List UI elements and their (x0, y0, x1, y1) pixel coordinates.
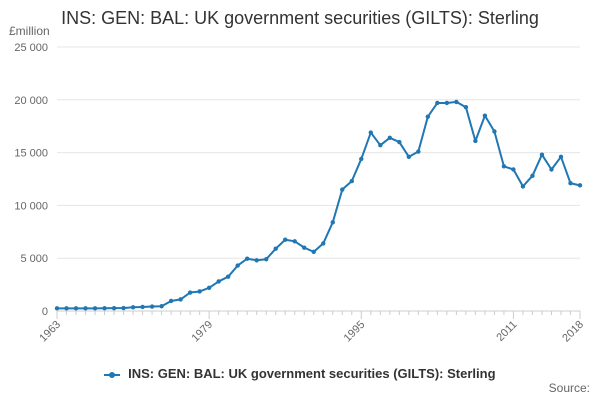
data-point[interactable] (102, 306, 107, 311)
data-point[interactable] (473, 138, 478, 144)
data-point[interactable] (454, 99, 459, 105)
y-tick-label: 5 000 (20, 253, 48, 265)
x-tick-label: 2011 (494, 319, 519, 344)
legend[interactable]: INS: GEN: BAL: UK government securities … (0, 366, 600, 381)
data-point[interactable] (311, 249, 316, 255)
y-tick-label: 0 (42, 306, 48, 318)
data-point[interactable] (378, 143, 383, 148)
x-tick-label: 1995 (342, 319, 368, 345)
data-point[interactable] (435, 100, 440, 106)
data-point[interactable] (54, 306, 60, 311)
grid-lines (57, 46, 580, 259)
data-point[interactable] (577, 183, 583, 188)
data-point[interactable] (149, 304, 155, 309)
x-tick-label: 1963 (37, 319, 63, 345)
data-point[interactable] (264, 257, 269, 262)
data-point[interactable] (273, 246, 278, 251)
data-point[interactable] (520, 184, 526, 189)
data-point[interactable] (168, 298, 174, 304)
data-point[interactable] (539, 152, 545, 157)
source-label: Source: (548, 381, 590, 395)
tick-labels: 0 5 000 10 000 15 000 20 000 25 000 1963 1979 19… (14, 42, 586, 344)
data-point[interactable] (83, 306, 88, 311)
series-layer (54, 99, 583, 311)
data-point[interactable] (568, 181, 573, 186)
data-point[interactable] (340, 187, 345, 192)
legend-label: INS: GEN: BAL: UK government securities … (128, 366, 496, 381)
data-point[interactable] (244, 256, 250, 261)
data-point[interactable] (330, 220, 335, 225)
data-point[interactable] (511, 167, 516, 172)
chart-title: INS: GEN: BAL: UK government securities … (61, 8, 539, 28)
x-tick-label: 2018 (560, 319, 586, 345)
data-point[interactable] (359, 156, 364, 162)
data-point[interactable] (416, 149, 421, 154)
y-tick-label: 15 000 (14, 148, 48, 160)
data-point[interactable] (235, 263, 240, 268)
data-point[interactable] (549, 167, 554, 172)
data-point[interactable] (92, 306, 98, 311)
y-tick-label: 20 000 (14, 95, 48, 107)
data-point[interactable] (368, 130, 373, 135)
data-point[interactable] (225, 274, 231, 279)
data-point[interactable] (178, 297, 183, 302)
data-point[interactable] (73, 306, 79, 311)
data-point[interactable] (425, 114, 431, 119)
data-point[interactable] (159, 304, 164, 309)
data-point[interactable] (206, 285, 212, 290)
y-tick-label: 10 000 (14, 200, 48, 212)
data-point[interactable] (64, 306, 69, 311)
data-point[interactable] (444, 100, 450, 106)
data-point[interactable] (482, 113, 488, 118)
data-point[interactable] (140, 304, 145, 310)
data-point[interactable] (397, 139, 402, 145)
legend-swatch (104, 370, 121, 380)
data-point[interactable] (530, 173, 535, 179)
data-point[interactable] (387, 135, 393, 141)
axes (56, 310, 581, 319)
data-point[interactable] (283, 237, 288, 242)
data-point[interactable] (558, 154, 564, 160)
data-point[interactable] (292, 239, 297, 244)
data-point[interactable] (254, 258, 259, 263)
y-tick-label: 25 000 (14, 42, 48, 54)
data-point[interactable] (406, 154, 412, 160)
data-point[interactable] (111, 305, 117, 311)
data-point[interactable] (302, 245, 307, 250)
data-point[interactable] (121, 305, 126, 311)
data-point[interactable] (349, 178, 354, 184)
data-point[interactable] (187, 290, 193, 295)
y-axis-unit-label: £million (9, 24, 50, 38)
data-point[interactable] (501, 164, 507, 169)
data-point[interactable] (130, 305, 136, 310)
x-tick-label: 1979 (189, 319, 215, 345)
data-point[interactable] (321, 241, 326, 246)
data-point[interactable] (492, 129, 497, 134)
data-point[interactable] (197, 289, 202, 294)
data-point[interactable] (463, 104, 469, 110)
data-point[interactable] (216, 279, 221, 284)
